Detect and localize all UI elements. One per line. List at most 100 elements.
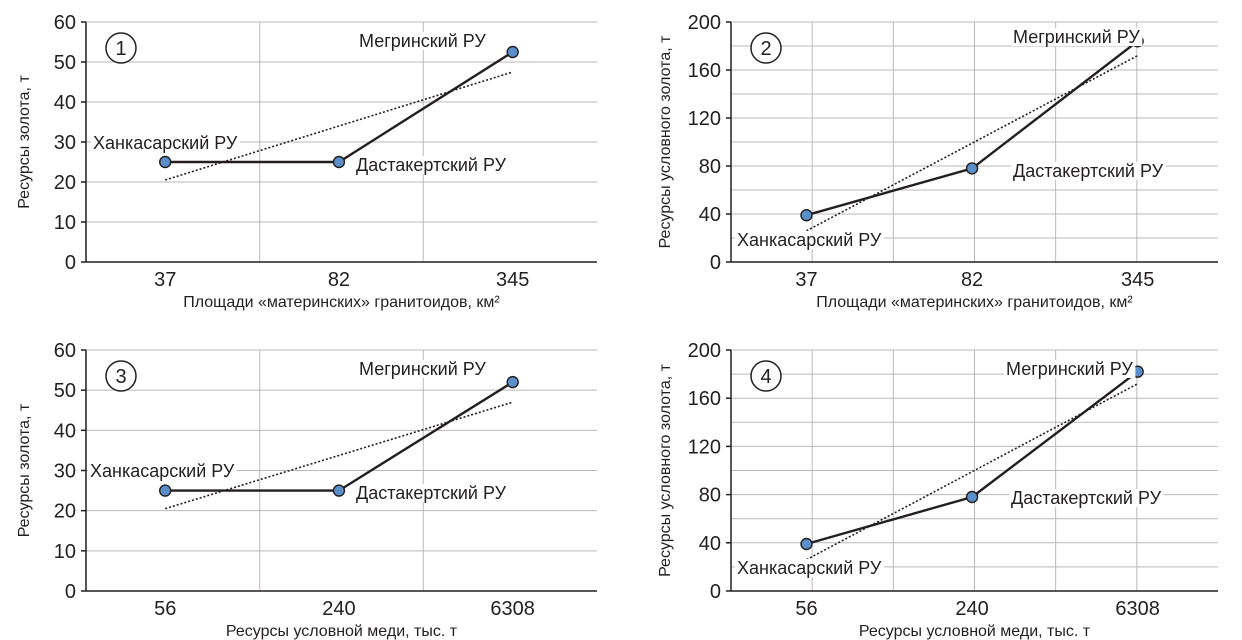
panel-number-circle [105, 360, 137, 392]
trend-line [164, 71, 513, 181]
x-tick-label: 345 [1121, 269, 1154, 291]
data-point [800, 208, 813, 222]
y-tick-label: 10 [54, 541, 76, 563]
trend-line [164, 401, 513, 510]
data-point [332, 484, 346, 497]
x-axis-label: Площади «материнских» гранитоидов, км² [183, 294, 500, 311]
panel-number-label: 3 [115, 366, 126, 388]
y-tick-label: 120 [688, 436, 721, 458]
y-tick-label: 40 [54, 92, 76, 114]
y-tick-label: 50 [54, 380, 76, 402]
grid [731, 21, 1218, 262]
chart-panel-1: 0 10 20 30 40 50 60 37 82 345 Площади «материнских… [16, 12, 597, 311]
point-annotation: Мегринский РУ [1006, 359, 1133, 379]
y-tick-label: 20 [54, 172, 76, 194]
x-tick-label: 6308 [490, 598, 535, 620]
y-axis-label: Ресурсы условного золота, т [657, 363, 674, 577]
annotation-backing [735, 231, 884, 249]
annotation-backing [88, 462, 237, 480]
grid [86, 349, 597, 591]
trend-line [806, 54, 1139, 232]
panel-number-circle [105, 32, 137, 64]
point-annotation: Дастакертский РУ [1011, 488, 1162, 508]
annotation-backing [91, 134, 240, 152]
data-point [506, 375, 519, 389]
x-tick-label: 345 [496, 269, 529, 291]
data-point [965, 162, 979, 175]
y-tick-label: 0 [710, 581, 721, 603]
y-tick-label: 40 [54, 420, 76, 442]
annotation-backing [1009, 489, 1164, 507]
point-annotation: Мегринский РУ [359, 359, 486, 379]
data-point [332, 155, 346, 169]
y-tick-label: 40 [699, 204, 721, 226]
annotation-backing [354, 156, 509, 174]
series-line [806, 370, 1139, 546]
y-tick-label: 50 [54, 52, 76, 74]
y-tick-label: 120 [688, 108, 721, 130]
y-tick-label: 160 [688, 60, 721, 82]
data-point [159, 155, 172, 169]
y-tick-label: 30 [54, 461, 76, 483]
x-tick-label: 82 [961, 269, 983, 291]
annotation-backing [357, 360, 489, 378]
y-tick-label: 200 [688, 340, 721, 362]
data-point [506, 45, 519, 59]
y-tick-label: 160 [688, 388, 721, 410]
x-tick-label: 56 [154, 598, 176, 620]
y-tick-label: 0 [710, 252, 721, 274]
panel-number-label: 4 [760, 366, 771, 388]
x-tick-label: 240 [955, 598, 988, 620]
y-tick-label: 40 [699, 533, 721, 555]
x-tick-label: 6308 [1115, 598, 1160, 620]
y-tick-label: 0 [65, 581, 76, 603]
y-tick-label: 10 [54, 212, 76, 234]
chart-panel-4: 0 40 80 120 160 200 56 240 6308 Ресурсы условной … [657, 340, 1218, 640]
annotation-backing [1011, 28, 1143, 46]
data-point [965, 490, 979, 504]
annotation-backing [1011, 162, 1166, 180]
point-annotation: Дастакертский РУ [356, 155, 507, 175]
y-tick-label: 200 [688, 12, 721, 34]
x-tick-label: 37 [154, 269, 176, 291]
y-tick-label: 0 [65, 252, 76, 274]
y-tick-label: 60 [54, 340, 76, 362]
y-axis-label: Ресурсы условного золота, т [657, 35, 674, 249]
chart-panel-2: 0 40 80 120 160 200 37 82 345 Площади «матерински… [657, 12, 1218, 311]
panel-number-label: 1 [115, 38, 126, 60]
point-annotation: Ханкасарский РУ [737, 558, 882, 578]
panel-number-label: 2 [760, 38, 771, 60]
annotation-backing [354, 484, 509, 502]
point-annotation: Дастакертский РУ [1013, 161, 1164, 181]
y-axis-label: Ресурсы золота, т [16, 75, 33, 209]
point-annotation: Ханкасарский РУ [93, 133, 238, 153]
y-tick-label: 80 [699, 156, 721, 178]
x-tick-label: 82 [328, 269, 350, 291]
panel-number-circle [750, 360, 782, 392]
x-tick-label: 37 [795, 269, 817, 291]
point-annotation: Дастакертский РУ [356, 483, 507, 503]
data-point [800, 537, 813, 551]
x-axis-label: Ресурсы условной меди, тыс. т [226, 623, 458, 640]
point-annotation: Ханкасарский РУ [90, 461, 235, 481]
x-axis-label: Площади «материнских» гранитоидов, км² [816, 294, 1133, 311]
data-point [159, 484, 172, 497]
annotation-backing [1004, 360, 1136, 378]
grid [731, 349, 1218, 591]
panel-number-circle [750, 32, 782, 64]
y-axis-label: Ресурсы золота, т [16, 403, 33, 537]
annotation-backing [735, 559, 884, 577]
y-tick-label: 60 [54, 12, 76, 34]
y-tick-label: 80 [699, 485, 721, 507]
annotation-backing [357, 32, 489, 50]
y-tick-label: 20 [54, 501, 76, 523]
point-annotation: Ханкасарский РУ [737, 230, 882, 250]
trend-line [806, 383, 1139, 561]
series-line [806, 40, 1139, 217]
x-tick-label: 56 [795, 598, 817, 620]
chart-panel-3: 0 10 20 30 40 50 60 56 240 6308 Ресурсы условной м… [16, 340, 597, 640]
x-axis-label: Ресурсы условной меди, тыс. т [859, 623, 1091, 640]
point-annotation: Мегринский РУ [359, 31, 486, 51]
y-tick-label: 30 [54, 132, 76, 154]
